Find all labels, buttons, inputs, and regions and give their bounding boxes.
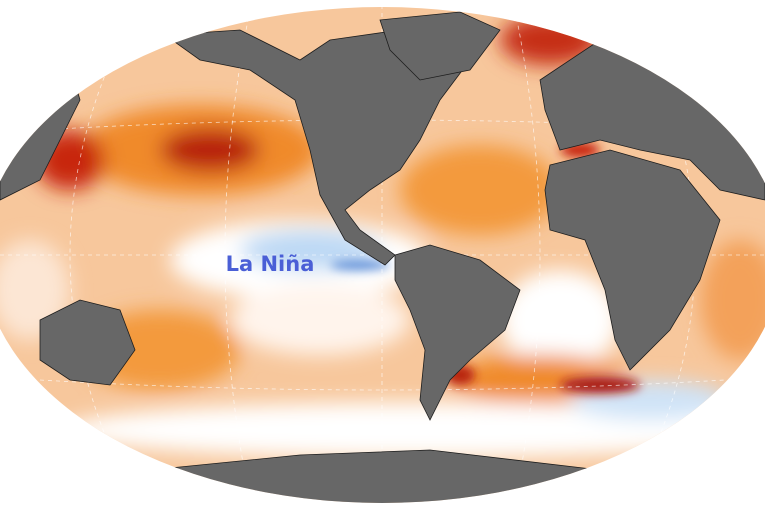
africa bbox=[544, 149, 721, 371]
south-america bbox=[394, 244, 521, 421]
anomaly-field bbox=[0, 15, 765, 458]
north-america bbox=[163, 29, 471, 266]
australia bbox=[39, 299, 136, 386]
greenland bbox=[379, 11, 501, 81]
map-label: La Niña bbox=[226, 252, 315, 276]
